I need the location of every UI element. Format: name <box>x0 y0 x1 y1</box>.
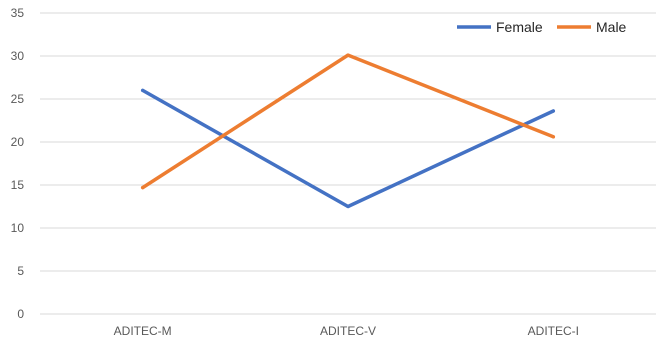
x-tick-label: ADITEC-I <box>528 324 579 338</box>
x-tick-label: ADITEC-M <box>114 324 172 338</box>
y-tick-label: 25 <box>11 92 25 106</box>
y-tick-label: 10 <box>11 221 25 235</box>
y-tick-label: 35 <box>11 6 25 20</box>
legend: Female Male <box>457 19 627 35</box>
series-line-male <box>140 53 556 190</box>
legend-label-female: Female <box>496 19 543 35</box>
series-lines <box>140 53 556 209</box>
y-tick-label: 0 <box>17 307 24 321</box>
data-point-female <box>551 109 555 113</box>
y-tick-label: 15 <box>11 178 25 192</box>
data-point-male <box>346 53 350 57</box>
data-point-male <box>551 135 555 139</box>
x-tick-label: ADITEC-V <box>320 324 376 338</box>
y-axis-tick-labels: 0 5 10 15 20 25 30 35 <box>11 6 25 321</box>
data-point-female <box>346 204 350 209</box>
gridlines <box>40 12 656 315</box>
legend-label-male: Male <box>596 19 627 35</box>
data-point-female <box>141 88 145 92</box>
x-axis-tick-labels: ADITEC-M ADITEC-V ADITEC-I <box>114 324 579 338</box>
data-point-male <box>141 185 145 190</box>
y-tick-label: 20 <box>11 135 25 149</box>
y-tick-label: 30 <box>11 49 25 63</box>
y-tick-label: 5 <box>17 264 24 278</box>
